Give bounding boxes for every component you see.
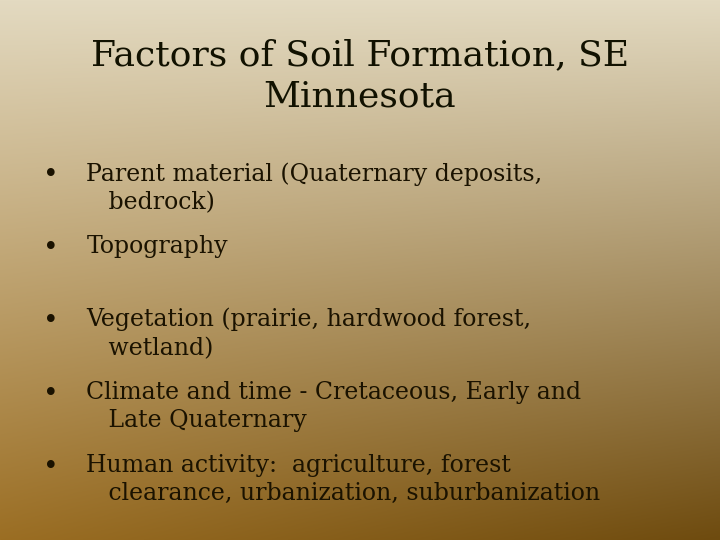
Text: •: • bbox=[42, 454, 58, 478]
Text: Human activity:  agriculture, forest
   clearance, urbanization, suburbanization: Human activity: agriculture, forest clea… bbox=[86, 454, 600, 505]
Text: •: • bbox=[42, 162, 58, 187]
Text: •: • bbox=[42, 381, 58, 406]
Text: Topography: Topography bbox=[86, 235, 228, 258]
Text: Parent material (Quaternary deposits,
   bedrock): Parent material (Quaternary deposits, be… bbox=[86, 162, 543, 214]
Text: •: • bbox=[42, 308, 58, 333]
Text: Factors of Soil Formation, SE
Minnesota: Factors of Soil Formation, SE Minnesota bbox=[91, 38, 629, 114]
Text: Climate and time - Cretaceous, Early and
   Late Quaternary: Climate and time - Cretaceous, Early and… bbox=[86, 381, 582, 432]
Text: Vegetation (prairie, hardwood forest,
   wetland): Vegetation (prairie, hardwood forest, we… bbox=[86, 308, 531, 360]
Text: •: • bbox=[42, 235, 58, 260]
